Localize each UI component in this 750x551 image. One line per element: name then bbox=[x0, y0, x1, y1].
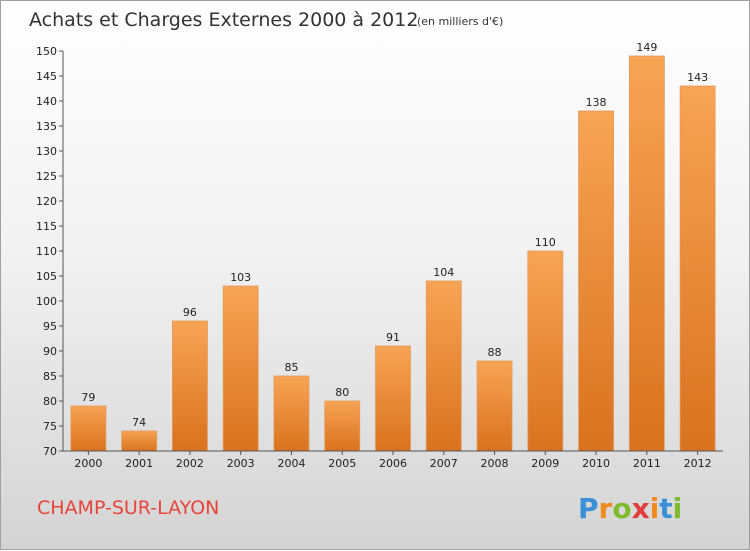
y-tick-label: 110 bbox=[36, 245, 57, 258]
proxiti-logo: Proxiti bbox=[578, 492, 682, 525]
bar-2010 bbox=[578, 110, 614, 452]
y-tick-label: 135 bbox=[36, 120, 57, 133]
x-tick-label: 2002 bbox=[176, 457, 204, 470]
logo-letter: t bbox=[659, 492, 672, 525]
bar-2005 bbox=[324, 400, 361, 452]
bar-2006 bbox=[375, 345, 411, 452]
x-tick-label: 2012 bbox=[684, 457, 712, 470]
y-axis: 70 75 80 85 90 95 100 105 110 115 120 125 130 135 140 1… bbox=[36, 45, 64, 458]
bar-2000 bbox=[70, 405, 107, 452]
bar-2011 bbox=[628, 55, 665, 452]
x-tick-label: 2000 bbox=[74, 457, 102, 470]
bar-value-label: 149 bbox=[636, 41, 657, 54]
bar-value-label: 85 bbox=[284, 361, 298, 374]
bar-value-label: 103 bbox=[230, 271, 251, 284]
bar-value-label: 91 bbox=[386, 331, 400, 344]
chart-subtitle: (en milliers d'€) bbox=[417, 15, 503, 28]
bar-2002 bbox=[172, 320, 208, 452]
x-tick-label: 2005 bbox=[328, 457, 356, 470]
y-tick-label: 75 bbox=[43, 420, 57, 433]
x-tick-label: 2001 bbox=[125, 457, 153, 470]
logo-letter: P bbox=[578, 492, 599, 525]
bar-2009 bbox=[527, 250, 564, 452]
logo-letter: x bbox=[632, 492, 650, 525]
y-tick-label: 100 bbox=[36, 295, 57, 308]
y-tick-label: 80 bbox=[43, 395, 57, 408]
y-tick-label: 130 bbox=[36, 145, 57, 158]
x-tick-label: 2011 bbox=[633, 457, 661, 470]
x-tick-label: 2010 bbox=[582, 457, 610, 470]
bar-2008 bbox=[476, 360, 513, 452]
chart-title: Achats et Charges Externes 2000 à 2012 bbox=[29, 9, 418, 31]
logo-letter: i bbox=[673, 492, 683, 525]
x-tick-label: 2003 bbox=[227, 457, 255, 470]
logo-letter: i bbox=[650, 492, 660, 525]
bar-2012 bbox=[679, 85, 716, 452]
y-tick-label: 95 bbox=[43, 320, 57, 333]
x-tick-label: 2007 bbox=[430, 457, 458, 470]
y-tick-label: 120 bbox=[36, 195, 57, 208]
bars: 79 74 96 103 85 80 91 104 88 110 138 149 143 bbox=[70, 41, 716, 452]
bar-2007 bbox=[425, 280, 462, 452]
bar-value-label: 143 bbox=[687, 71, 708, 84]
y-tick-label: 70 bbox=[43, 445, 57, 458]
x-axis: 2000 2001 2002 2003 2004 2005 2006 2007 2008 2009… bbox=[63, 450, 723, 470]
bar-value-label: 96 bbox=[183, 306, 197, 319]
bar-value-label: 79 bbox=[81, 391, 95, 404]
bar-2003 bbox=[222, 285, 259, 452]
bar-value-label: 74 bbox=[132, 416, 146, 429]
logo-letter: r bbox=[599, 492, 613, 525]
bar-value-label: 80 bbox=[335, 386, 349, 399]
x-tick-label: 2008 bbox=[481, 457, 509, 470]
bar-2001 bbox=[121, 430, 158, 452]
y-tick-label: 125 bbox=[36, 170, 57, 183]
bar-value-label: 88 bbox=[488, 346, 502, 359]
y-tick-label: 150 bbox=[36, 45, 57, 58]
logo-letter: o bbox=[612, 492, 631, 525]
y-tick-label: 145 bbox=[36, 70, 57, 83]
bar-2004 bbox=[273, 375, 310, 452]
city-name: CHAMP-SUR-LAYON bbox=[37, 497, 219, 519]
x-tick-label: 2004 bbox=[277, 457, 305, 470]
y-tick-label: 90 bbox=[43, 345, 57, 358]
y-tick-label: 105 bbox=[36, 270, 57, 283]
bar-value-label: 110 bbox=[535, 236, 556, 249]
bar-value-label: 104 bbox=[433, 266, 454, 279]
x-tick-label: 2006 bbox=[379, 457, 407, 470]
y-tick-label: 140 bbox=[36, 95, 57, 108]
bar-value-label: 138 bbox=[586, 96, 607, 109]
x-tick-label: 2009 bbox=[531, 457, 559, 470]
y-tick-label: 85 bbox=[43, 370, 57, 383]
y-tick-label: 115 bbox=[36, 220, 57, 233]
